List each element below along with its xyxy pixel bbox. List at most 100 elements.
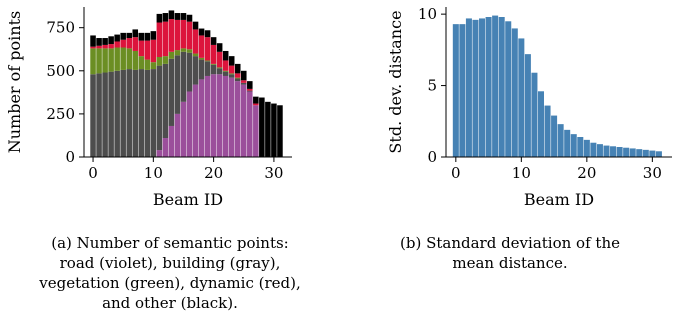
y-tick-label: 750 <box>46 19 75 37</box>
caption-b-line: mean distance. <box>452 254 568 272</box>
bar-other <box>132 29 139 38</box>
bar <box>616 147 623 157</box>
bar-building <box>240 82 247 85</box>
bar-dynamic <box>180 19 187 49</box>
bar-road <box>186 91 193 157</box>
bar-building <box>210 64 217 75</box>
bar-vegetation <box>192 53 199 57</box>
bar-building <box>247 90 253 92</box>
bar-dynamic <box>126 38 132 49</box>
bar-road <box>210 74 217 157</box>
bar-vegetation <box>114 47 120 71</box>
bar <box>596 144 603 157</box>
bar-dynamic <box>186 21 193 50</box>
bar <box>479 18 486 157</box>
y-tick-label: 5 <box>427 77 437 95</box>
bar-road <box>253 105 259 157</box>
bar-other <box>102 38 108 45</box>
bar <box>577 137 584 157</box>
bar-other <box>192 21 199 30</box>
bar-vegetation <box>132 50 139 70</box>
bar-dynamic <box>228 65 235 74</box>
bar-building <box>234 78 241 82</box>
bar-vegetation <box>162 56 169 64</box>
bar-building <box>108 71 114 157</box>
x-tick-label: 30 <box>643 164 662 182</box>
bar-other <box>126 32 132 39</box>
caption-a: (a) Number of semantic points: road (vio… <box>20 233 320 313</box>
y-tick-label: 0 <box>427 148 437 166</box>
bar <box>636 149 643 157</box>
bar <box>603 145 610 157</box>
bar-dynamic <box>192 29 199 54</box>
bar-vegetation <box>126 48 132 70</box>
caption-b: (b) Standard deviation of the mean dista… <box>360 233 660 273</box>
bar-vegetation <box>150 62 157 70</box>
x-tick-label: 30 <box>264 164 283 182</box>
bar-other <box>120 32 126 40</box>
bar <box>505 21 512 157</box>
bar-dynamic <box>234 73 241 78</box>
bar-vegetation <box>156 57 163 66</box>
bar-dynamic <box>114 41 120 48</box>
y-tick-label: 250 <box>46 105 75 123</box>
bar-dynamic <box>102 44 108 49</box>
bar-other <box>222 50 229 61</box>
bar-road <box>198 79 205 157</box>
bar <box>537 91 544 157</box>
bar-road <box>222 75 229 157</box>
bar-road <box>174 113 181 157</box>
bar-building <box>144 69 151 157</box>
bar-vegetation <box>216 67 223 69</box>
bar-dynamic <box>210 44 217 64</box>
bar-other <box>198 28 205 36</box>
bar-building <box>156 65 163 151</box>
bar-building <box>162 63 169 139</box>
bar <box>655 151 662 157</box>
bar-road <box>234 81 241 157</box>
bar-vegetation <box>174 50 181 56</box>
bar <box>610 146 617 157</box>
bar <box>642 149 649 157</box>
bar-vegetation <box>234 77 241 79</box>
bar-building <box>120 69 126 157</box>
bar-road <box>204 75 211 157</box>
bar-building <box>96 73 102 157</box>
bar-other <box>180 13 187 20</box>
bar-other <box>96 38 102 46</box>
bar-building <box>138 69 145 157</box>
bar-vegetation <box>90 48 96 75</box>
x-tick-label: 10 <box>512 164 531 182</box>
bar <box>459 24 466 158</box>
bar-other <box>186 14 193 22</box>
bar-other <box>259 97 265 157</box>
bar <box>551 115 558 157</box>
bar-dynamic <box>132 37 139 51</box>
bar-other <box>108 36 114 45</box>
bar-other <box>144 32 151 41</box>
bar-dynamic <box>96 45 102 49</box>
bar-vegetation <box>144 59 151 70</box>
bar-road <box>162 138 169 157</box>
bar <box>472 19 479 157</box>
x-tick-label: 0 <box>451 164 461 182</box>
bar-vegetation <box>204 60 211 62</box>
y-tick-label: 500 <box>46 62 75 80</box>
bar-vegetation <box>222 70 229 72</box>
bar-other <box>138 32 145 41</box>
bar-vegetation <box>102 48 108 73</box>
bar-building <box>102 72 108 157</box>
bar-vegetation <box>210 63 217 65</box>
bar-other <box>114 34 120 42</box>
bar-dynamic <box>150 39 157 63</box>
bar-other <box>216 43 223 52</box>
bar-other <box>204 30 211 38</box>
bar-dynamic <box>162 21 169 57</box>
caption-a-line: and other (black). <box>102 294 238 312</box>
chart-a: 0 10 20 30 0 250 500 750 Beam ID Number of points <box>5 7 292 209</box>
bar-building <box>150 69 157 157</box>
x-tick-label: 20 <box>577 164 596 182</box>
bar <box>465 18 472 157</box>
bar-dynamic <box>247 88 253 91</box>
bar-vegetation <box>138 56 145 70</box>
